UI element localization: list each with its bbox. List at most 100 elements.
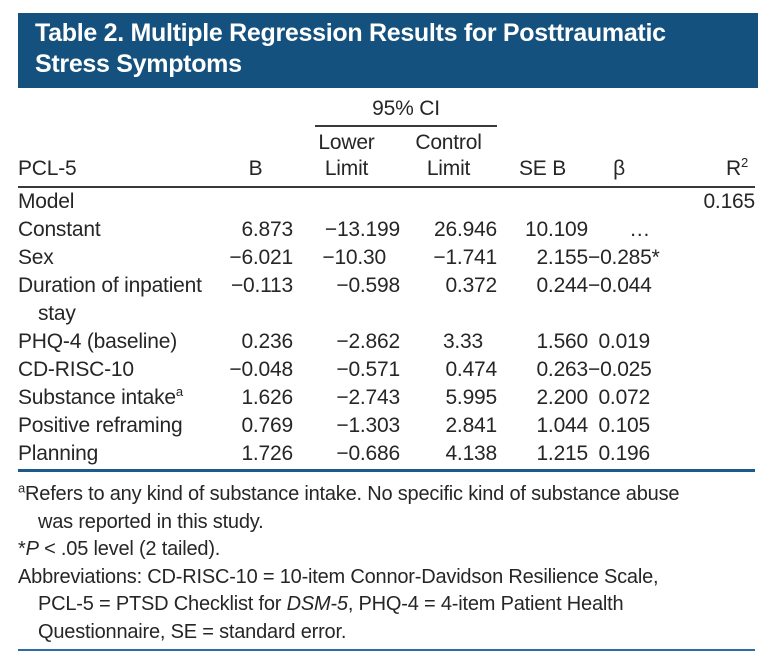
- col-header-lower-line2: Limit: [324, 157, 369, 180]
- cell-r2: [650, 272, 755, 328]
- cell-lower: −0.571: [336, 358, 400, 381]
- cell-beta: −0.025: [588, 358, 652, 381]
- cell-lower: −0.598: [336, 274, 400, 297]
- ci-spanner-cell: 95% CI: [293, 96, 498, 130]
- cell-control: 0.474: [445, 358, 498, 381]
- significance-marker: *: [18, 538, 26, 560]
- abbreviations-line2-pre: PCL-5 = PTSD Checklist for: [38, 593, 287, 615]
- cell-b: 1.626: [241, 386, 293, 409]
- table-row-phq4: PHQ-4 (baseline) 0.236 −2.862 3.33 1.560…: [18, 328, 755, 356]
- abbreviations-line2: PCL-5 = PTSD Checklist for DSM-5, PHQ-4 …: [18, 591, 755, 619]
- cell-control: 4.138: [400, 440, 497, 472]
- table-row-constant: Constant 6.873 −13.199 26.946 10.109 …: [18, 216, 755, 244]
- footnotes: aRefers to any kind of substance intake.…: [18, 481, 755, 646]
- r-squared-base: R: [726, 157, 741, 180]
- cell-beta: −0.285*: [588, 246, 660, 269]
- cell-beta: 0.105: [598, 414, 651, 437]
- cell-r2: [650, 384, 755, 412]
- cell-b: [218, 187, 293, 216]
- table-content: 95% CI PCL-5 B Lower Limit Control Li: [18, 96, 755, 651]
- cell-se: 10.109: [524, 218, 589, 241]
- cell-beta: [588, 187, 650, 216]
- table-row-cdrisc: CD-RISC-10 −0.048 −0.571 0.474 0.263 −0.…: [18, 356, 755, 384]
- footnote-a-line2: was reported in this study.: [38, 510, 264, 533]
- cell-control: 0.372: [445, 274, 498, 297]
- cell-lower: −2.862: [336, 330, 400, 353]
- footnote-a-marker: a: [18, 480, 26, 496]
- cell-se: 2.155: [536, 246, 589, 269]
- footnote-marker-a: a: [175, 384, 183, 399]
- cell-r2: 0.165: [703, 190, 756, 213]
- cell-control: −1.741: [433, 246, 498, 269]
- cell-b: −0.048: [229, 358, 293, 381]
- table-row-model: Model 0.165: [18, 187, 755, 216]
- cell-label: Constant: [18, 218, 101, 241]
- cell-b: −0.113: [230, 274, 293, 297]
- cell-r2: [650, 244, 755, 272]
- abbreviations-line3: Questionnaire, SE = standard error.: [38, 620, 347, 643]
- table-row-substance: Substance intakea 1.626 −2.743 5.995 2.2…: [18, 384, 755, 412]
- footnote-a-text1: Refers to any kind of substance intake. …: [25, 483, 680, 505]
- regression-table: 95% CI PCL-5 B Lower Limit Control Li: [18, 96, 755, 472]
- cell-label: CD-RISC-10: [18, 358, 134, 381]
- cell-se: 0.263: [536, 358, 589, 381]
- col-header-se-b: SE B: [497, 130, 589, 188]
- spanner-spacer: [588, 96, 650, 130]
- col-header-b: B: [218, 130, 293, 188]
- bottom-rule: [18, 649, 755, 651]
- table-row-duration: Duration of inpatient stay −0.113 −0.598…: [18, 272, 755, 328]
- cell-label-text: Substance intake: [18, 386, 176, 409]
- col-header-lower-limit: Lower Limit: [293, 130, 400, 188]
- col-header-lower-line1: Lower: [318, 131, 375, 154]
- cell-se: [497, 187, 588, 216]
- cell-r2: [650, 356, 755, 384]
- cell-r2: [650, 216, 755, 244]
- col-header-control-limit: Control Limit: [400, 130, 498, 188]
- ci-spanner-label: 95% CI: [315, 96, 498, 127]
- cell-label: PHQ-4 (baseline): [18, 330, 178, 353]
- cell-beta: …: [629, 218, 651, 241]
- significance-text: < .05 level (2 tailed).: [38, 538, 221, 560]
- cell-lower: −13.199: [324, 218, 400, 241]
- footnote-significance: *P < .05 level (2 tailed).: [18, 536, 755, 564]
- cell-beta: 0.072: [598, 386, 651, 409]
- abbreviations-dsm5: DSM-5: [286, 593, 348, 615]
- cell-beta: 0.196: [588, 440, 650, 472]
- cell-control: 26.946: [433, 218, 498, 241]
- cell-se: 1.560: [536, 330, 589, 353]
- cell-b: 6.873: [241, 218, 293, 241]
- spanner-spacer: [650, 96, 755, 130]
- cell-se: 1.044: [536, 414, 589, 437]
- cell-se: 0.244: [536, 274, 589, 297]
- table-row-sex: Sex −6.021 −10.30 −1.741 2.155 −0.285*: [18, 244, 755, 272]
- spanner-spacer: [218, 96, 293, 130]
- cell-label: Duration of inpatient stay: [18, 274, 202, 325]
- cell-control: 2.841: [445, 414, 498, 437]
- table-row-positive-reframing: Positive reframing 0.769 −1.303 2.841 1.…: [18, 412, 755, 440]
- col-header-r-squared: R2: [650, 130, 756, 188]
- r-squared-sup: 2: [740, 155, 749, 170]
- cell-label: Sex: [18, 246, 54, 269]
- cell-lower: −2.743: [336, 386, 400, 409]
- cell-beta: −0.044: [588, 274, 652, 297]
- cell-control: 5.995: [445, 386, 498, 409]
- cell-label: Substance intakea: [18, 384, 218, 412]
- cell-label: Model: [18, 190, 75, 213]
- cell-label: Positive reframing: [18, 414, 183, 437]
- table-title-bar: Table 2. Multiple Regression Results for…: [18, 13, 758, 88]
- cell-se: 2.200: [536, 386, 589, 409]
- spanner-spacer: [18, 96, 218, 130]
- cell-lower: −1.303: [336, 414, 400, 437]
- abbreviations-line1: Abbreviations: CD-RISC-10 = 10-item Conn…: [18, 565, 659, 588]
- cell-lower: −0.686: [293, 440, 400, 472]
- table-title-line-1: Table 2. Multiple Regression Results for…: [35, 19, 666, 47]
- cell-control: 3.33: [442, 330, 484, 353]
- cell-control: [400, 187, 497, 216]
- cell-se: 1.215: [497, 440, 588, 472]
- col-header-control-line1: Control: [415, 131, 482, 154]
- footnote-a-line1: aRefers to any kind of substance intake.…: [18, 481, 755, 509]
- cell-b: 1.726: [218, 440, 293, 472]
- col-header-beta: β: [588, 130, 651, 188]
- table-row-planning: Planning 1.726 −0.686 4.138 1.215 0.196: [18, 440, 756, 472]
- cell-label: Planning: [18, 440, 218, 472]
